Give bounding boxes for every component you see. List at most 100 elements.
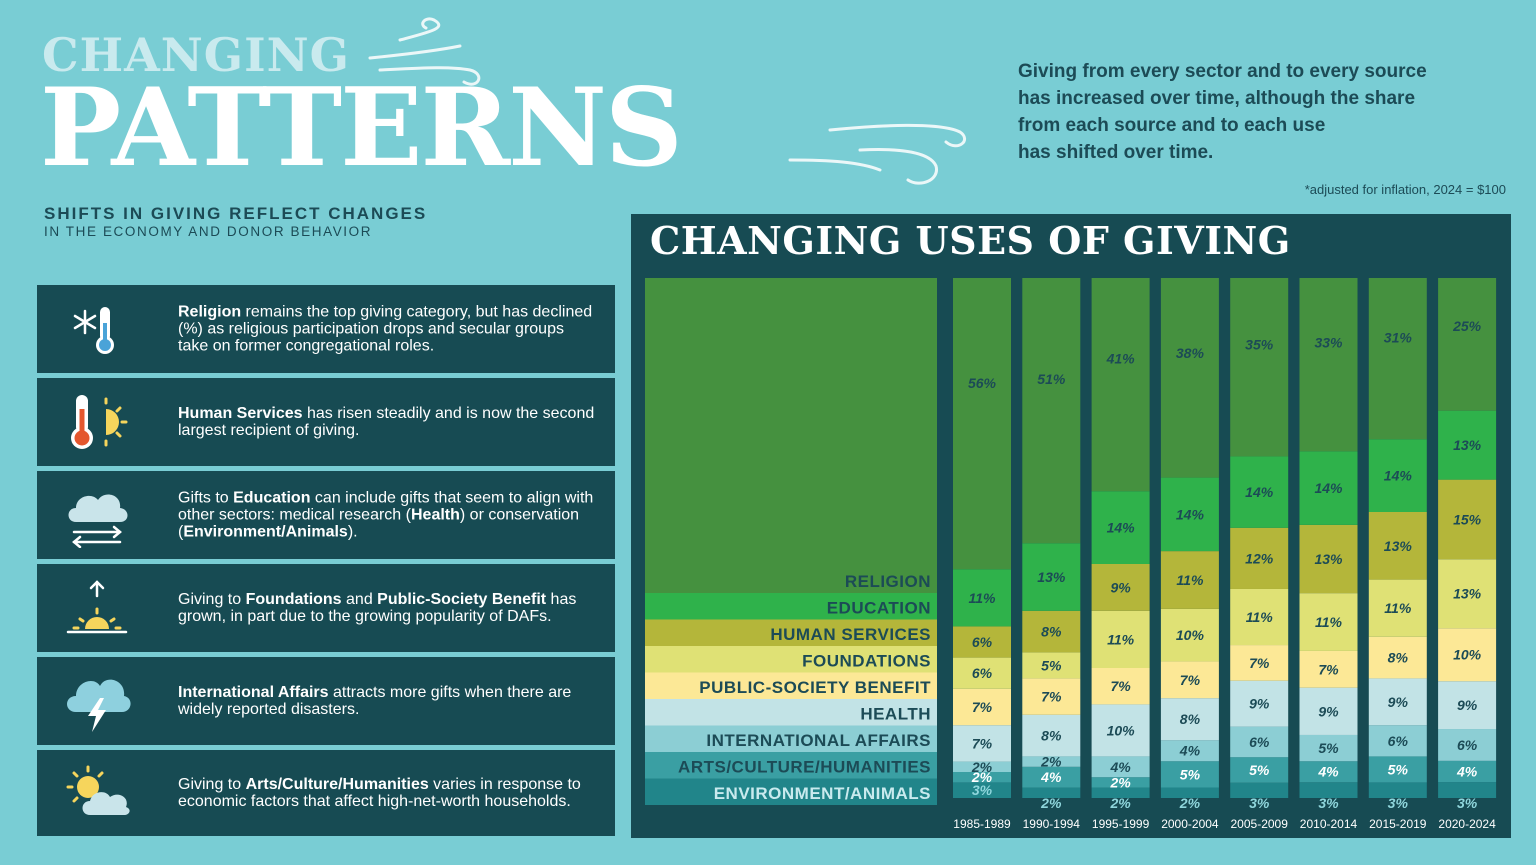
x-tick-label: 1995-1999 xyxy=(1092,817,1150,831)
bar-segment-public-society-benefit xyxy=(1230,645,1289,681)
x-tick-label: 2005-2009 xyxy=(1231,817,1289,831)
bar-segment-international-affairs xyxy=(1230,726,1289,758)
data-label-arts-culture-humanities: 4% xyxy=(1456,763,1478,779)
data-label-international-affairs: 6% xyxy=(1457,737,1478,753)
data-label-education: 13% xyxy=(1037,569,1066,585)
intro-line: has shifted over time. xyxy=(1018,142,1214,163)
bar-segment-human-services xyxy=(1022,610,1081,653)
chart-title: CHANGING USES OF GIVING xyxy=(650,218,1291,263)
inflation-footnote: *adjusted for inflation, 2024 = $100 xyxy=(1304,182,1506,197)
info-card-religion: Religion remains the top giving category… xyxy=(37,285,615,373)
data-label-foundations: 11% xyxy=(1107,631,1135,647)
info-text-run: and xyxy=(341,591,378,608)
data-label-arts-culture-humanities: 2% xyxy=(971,769,993,785)
data-label-religion: 38% xyxy=(1176,345,1205,361)
bar-segment-arts-culture-humanities xyxy=(1091,777,1150,788)
bar-segment-human-services xyxy=(1299,524,1358,594)
thermometer-sun-icon xyxy=(71,395,128,449)
bar-segment-education xyxy=(1299,451,1358,525)
data-label-international-affairs: 2% xyxy=(1040,754,1062,770)
data-label-religion: 35% xyxy=(1245,336,1274,352)
bar-segment-foundations xyxy=(1091,610,1150,668)
data-label-human-services: 8% xyxy=(1041,624,1062,640)
data-label-education: 11% xyxy=(969,590,997,606)
legend-swatch-religion xyxy=(645,278,937,593)
data-label-foundations: 11% xyxy=(1246,609,1274,625)
info-text-run: ) or conservation ( xyxy=(178,506,580,541)
bar-segment-environment-animals xyxy=(1299,782,1358,798)
bar-segment-health xyxy=(1368,678,1427,726)
data-label-education: 13% xyxy=(1453,437,1482,453)
intro-line: Giving from every sector and to every so… xyxy=(1018,61,1427,82)
legend-swatch-public-society-benefit xyxy=(645,672,937,699)
title-patterns: PATTERNS xyxy=(40,65,683,191)
data-label-health: 10% xyxy=(1107,722,1136,738)
data-label-environment-animals: 3% xyxy=(1388,795,1409,811)
data-label-human-services: 13% xyxy=(1384,538,1413,554)
data-label-human-services: 9% xyxy=(1110,579,1131,595)
data-label-environment-animals: 2% xyxy=(1109,795,1131,811)
legend-label-health: HEALTH xyxy=(860,705,931,724)
data-label-human-services: 11% xyxy=(1176,572,1204,588)
data-label-religion: 33% xyxy=(1314,334,1343,350)
legend-label-religion: RELIGION xyxy=(845,572,931,591)
bar-segment-international-affairs xyxy=(1299,734,1358,762)
bar-segment-health xyxy=(1091,704,1150,757)
x-tick-label: 2015-2019 xyxy=(1369,817,1427,831)
data-label-international-affairs: 5% xyxy=(1318,740,1339,756)
info-text-arts: Giving to Arts/Culture/Humanities varies… xyxy=(178,776,598,810)
bar-segment-education xyxy=(1022,543,1081,611)
bar-segment-human-services xyxy=(953,626,1011,658)
data-label-arts-culture-humanities: 4% xyxy=(1317,764,1339,780)
sun-cloud-icon xyxy=(66,765,130,815)
legend-swatch-education xyxy=(645,593,937,620)
info-text-run: attracts more gifts when there are widel… xyxy=(178,684,572,718)
intro-text: Giving from every sector and to every so… xyxy=(1018,58,1498,166)
data-label-environment-animals: 2% xyxy=(1179,795,1201,811)
info-text-international-affairs: International Affairs attracts more gift… xyxy=(178,684,598,718)
bar-segment-arts-culture-humanities xyxy=(1368,756,1427,783)
bar-segment-arts-culture-humanities xyxy=(1438,760,1497,783)
data-label-international-affairs: 4% xyxy=(1179,743,1201,759)
data-label-international-affairs: 6% xyxy=(1249,734,1270,750)
legend-label-education: EDUCATION xyxy=(827,599,931,618)
bar-segment-human-services xyxy=(1091,564,1150,611)
info-card-human-services: Human Services has risen steadily and is… xyxy=(37,378,615,466)
bar-segment-public-society-benefit xyxy=(1368,636,1427,679)
bar-segment-health xyxy=(1160,698,1219,741)
data-label-education: 14% xyxy=(1176,506,1205,522)
bar-segment-foundations xyxy=(1160,608,1219,662)
data-label-human-services: 12% xyxy=(1245,550,1274,566)
x-tick-label: 2010-2014 xyxy=(1300,817,1358,831)
data-label-arts-culture-humanities: 5% xyxy=(1249,762,1270,778)
bar-segment-education xyxy=(953,569,1011,627)
sunrise-icon xyxy=(66,580,128,634)
data-label-health: 9% xyxy=(1318,703,1339,719)
data-label-religion: 25% xyxy=(1452,318,1482,334)
info-text-run: Gifts to xyxy=(178,489,234,507)
legend-swatch-arts-culture-humanities xyxy=(645,752,937,779)
bar-segment-foundations xyxy=(1299,593,1358,651)
data-label-foundations: 6% xyxy=(972,665,993,681)
data-label-international-affairs: 2% xyxy=(971,759,993,775)
legend-label-human-services: HUMAN SERVICES xyxy=(770,625,931,644)
data-label-education: 14% xyxy=(1384,468,1413,484)
data-label-foundations: 13% xyxy=(1453,586,1482,602)
data-label-public-society-benefit: 10% xyxy=(1453,647,1482,663)
data-label-environment-animals: 3% xyxy=(972,782,993,798)
legend-label-environment-animals: ENVIRONMENT/ANIMALS xyxy=(714,784,931,803)
bar-segment-religion xyxy=(1022,278,1081,544)
bar-segment-environment-animals xyxy=(1368,782,1427,798)
legend-swatch-health xyxy=(645,699,937,726)
bar-segment-education xyxy=(1230,456,1289,528)
bar-segment-health xyxy=(1299,687,1358,735)
data-label-health: 9% xyxy=(1249,696,1270,712)
info-keyword: Arts/Culture/Humanities xyxy=(245,776,429,793)
storm-cloud-icon xyxy=(67,679,131,732)
data-label-foundations: 11% xyxy=(1384,600,1412,616)
data-label-arts-culture-humanities: 2% xyxy=(1109,774,1131,790)
cloud-arrows-icon xyxy=(68,494,128,548)
bar-segment-arts-culture-humanities xyxy=(1022,766,1081,788)
x-tick-label: 1990-1994 xyxy=(1023,817,1081,831)
